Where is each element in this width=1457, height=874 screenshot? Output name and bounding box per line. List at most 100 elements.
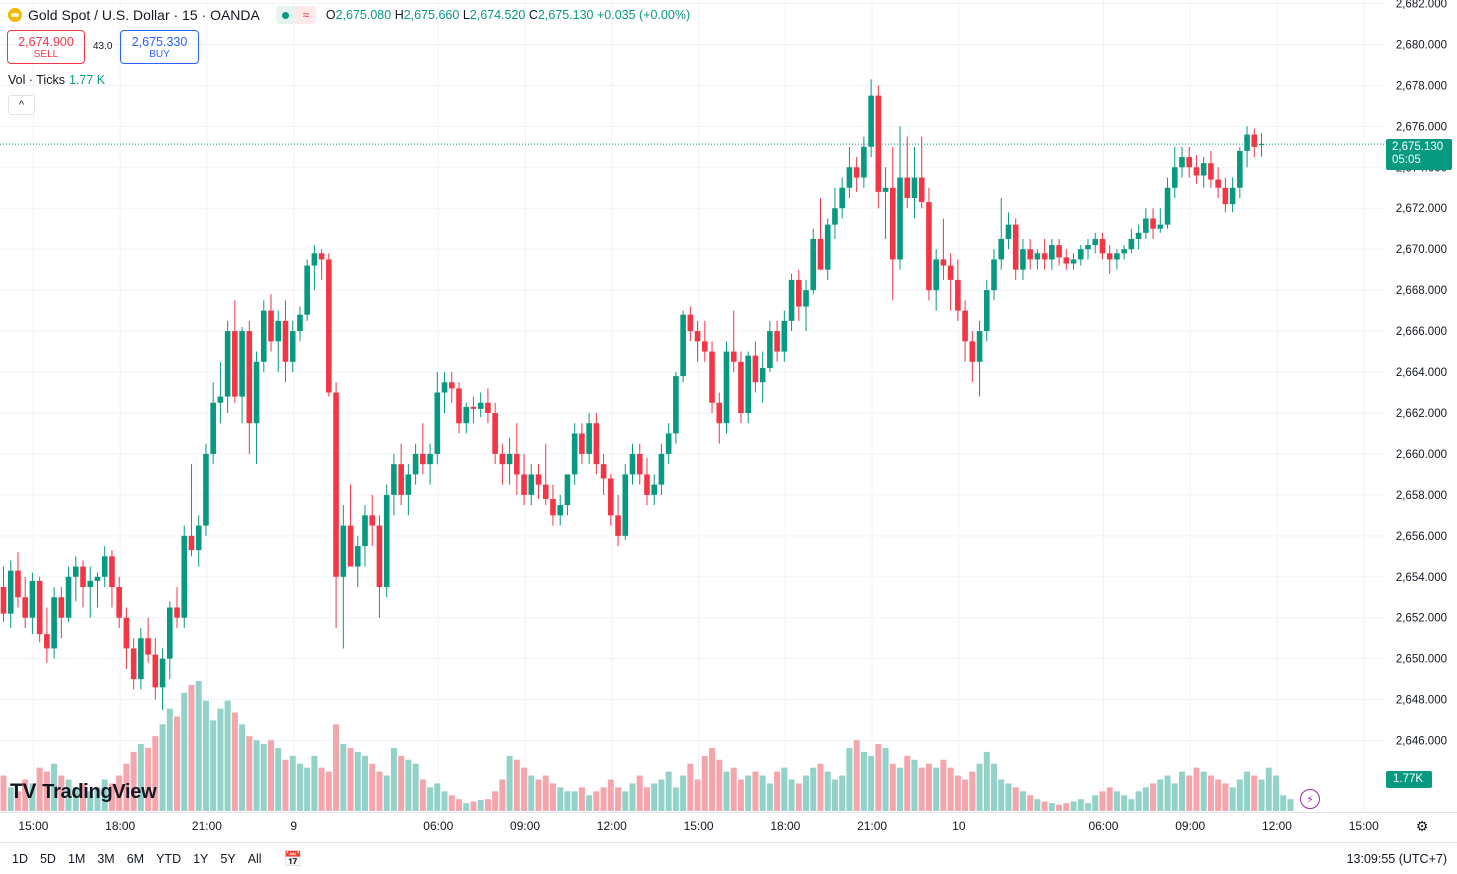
range-1m[interactable]: 1M <box>67 851 86 866</box>
volume-bar <box>470 801 477 811</box>
candle <box>217 361 224 424</box>
candle-body <box>1005 224 1012 239</box>
price-chart[interactable]: 2,646.000 2,648.000 2,650.000 2,652.000 2,65… <box>0 0 1457 842</box>
candle-body <box>528 474 535 495</box>
volume-bar <box>860 751 867 811</box>
volume-bar <box>1171 783 1178 811</box>
candle-body <box>983 290 990 332</box>
volume-bar <box>607 779 614 811</box>
candle-body <box>166 607 173 659</box>
candle-body <box>730 351 737 362</box>
candle <box>1258 133 1265 157</box>
clock[interactable]: 13:09:55 (UTC+7) <box>1346 852 1447 866</box>
volume-bar <box>412 763 419 811</box>
candle <box>109 550 115 608</box>
range-3m[interactable]: 3M <box>97 851 115 866</box>
candle <box>326 253 332 397</box>
last-price-tag: 2,675.130 05:05 <box>1386 139 1452 170</box>
candle <box>1092 232 1099 254</box>
candle-body <box>1027 249 1033 260</box>
range-1d[interactable]: 1D <box>12 851 28 866</box>
candle <box>644 458 650 506</box>
candle-body <box>130 648 137 680</box>
candle <box>810 228 817 295</box>
y-tick-label: 2,648.000 <box>1396 695 1447 707</box>
candle <box>1027 238 1033 270</box>
candle-body <box>1012 224 1019 270</box>
candle <box>586 412 592 465</box>
volume-bar <box>36 767 43 811</box>
flash-icon[interactable]: ⚡ <box>1300 789 1320 809</box>
candle <box>832 187 838 239</box>
candle-body <box>810 238 817 291</box>
candle <box>636 443 643 485</box>
candle-body <box>680 314 686 377</box>
candle <box>181 525 188 628</box>
symbol-legend: Gold Spot / U.S. Dollar · 15 · OANDA ≈ O… <box>8 5 690 25</box>
market-status[interactable]: ≈ <box>275 6 316 24</box>
candle-body <box>15 570 21 598</box>
range-5d[interactable]: 5D <box>39 851 56 866</box>
candle <box>781 310 788 362</box>
candle-body <box>832 208 838 225</box>
y-tick-label: 2,654.000 <box>1396 572 1447 584</box>
volume-bar <box>1193 767 1200 811</box>
candle-body <box>22 597 28 618</box>
candle <box>51 587 57 659</box>
volume-bar <box>1135 791 1142 811</box>
y-tick-label: 2,670.000 <box>1396 244 1447 256</box>
volume-legend[interactable]: Vol · Ticks 1.77 K <box>8 73 105 87</box>
candle <box>521 453 527 506</box>
candle <box>232 300 238 403</box>
candle <box>0 566 7 622</box>
candle-body <box>311 253 318 266</box>
candle-body <box>492 412 498 454</box>
tradingview-logo[interactable]: TV TradingView <box>10 780 157 804</box>
candle-body <box>1020 249 1026 270</box>
candle <box>318 249 325 280</box>
volume-bar <box>318 767 325 811</box>
candle-body <box>1034 253 1041 260</box>
buy-button[interactable]: 2,675.330 BUY <box>120 30 199 64</box>
volume-bar <box>1012 787 1019 811</box>
volume-bar <box>571 791 578 811</box>
range-1y[interactable]: 1Y <box>193 851 209 866</box>
range-all[interactable]: All <box>247 851 262 866</box>
high-value: 2,675.660 <box>403 8 460 22</box>
market-open-icon <box>275 6 296 24</box>
candle <box>824 218 831 280</box>
candle <box>260 300 267 373</box>
candle <box>1179 146 1185 178</box>
collapse-legend-button[interactable]: ^ <box>8 95 35 115</box>
axis-settings-gear-icon[interactable]: ⚙ <box>1415 817 1429 834</box>
candle-body <box>333 392 339 577</box>
buy-label: BUY <box>149 48 170 60</box>
candle-body <box>702 341 708 352</box>
candle-body <box>116 587 122 618</box>
candle-body <box>962 310 968 342</box>
y-tick-label: 2,666.000 <box>1396 326 1447 338</box>
candle-body <box>260 310 267 362</box>
candle-body <box>955 279 961 311</box>
sell-button[interactable]: 2,674.900 SELL <box>7 30 85 64</box>
range-ytd[interactable]: YTD <box>156 851 182 866</box>
candle <box>788 273 795 332</box>
candle-body <box>1208 163 1214 180</box>
volume-bar <box>484 799 491 811</box>
calendar-icon[interactable]: 📅 <box>283 850 303 868</box>
volume-bar <box>824 771 831 811</box>
range-6m[interactable]: 6M <box>126 851 145 866</box>
candle <box>1251 128 1258 158</box>
range-5y[interactable]: 5Y <box>220 851 236 866</box>
volume-bar <box>904 755 911 811</box>
symbol-title[interactable]: Gold Spot / U.S. Dollar · 15 · OANDA <box>28 7 260 23</box>
volume-bar <box>1092 795 1099 811</box>
volume-bar <box>658 779 665 811</box>
volume-bar <box>29 783 36 811</box>
low-label: L <box>462 8 470 22</box>
candle <box>448 372 455 403</box>
volume-bars <box>0 681 1294 811</box>
volume-bar <box>304 767 311 811</box>
close-label: C <box>528 8 538 22</box>
candle-body <box>232 331 238 397</box>
